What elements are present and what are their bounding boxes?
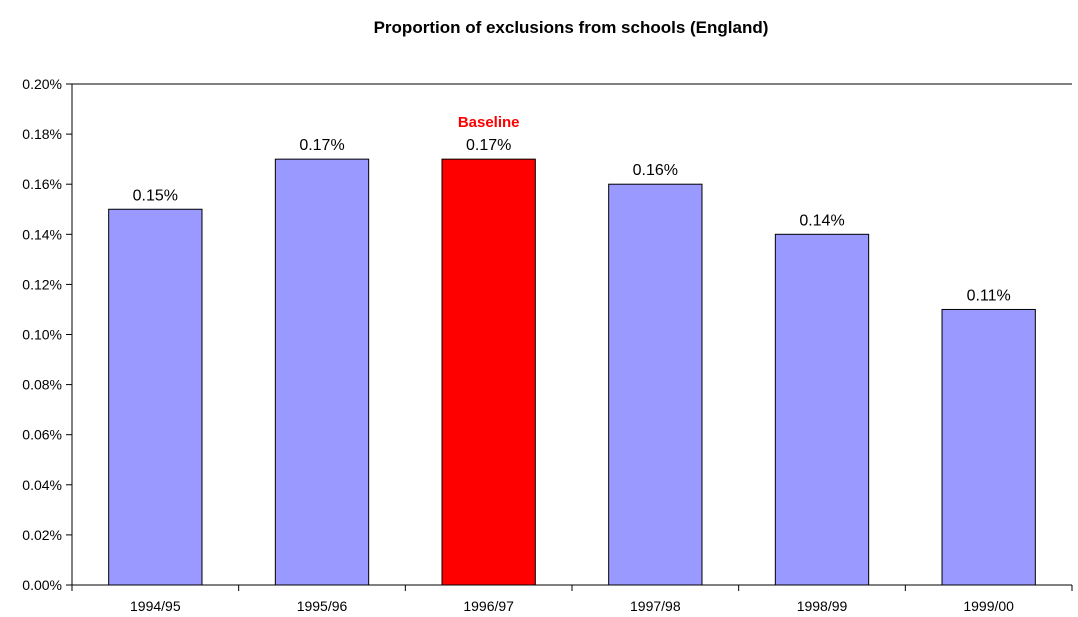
y-tick-label: 0.20% (22, 76, 62, 92)
x-tick-label: 1996/97 (463, 598, 514, 614)
data-label: 0.17% (466, 137, 511, 154)
y-tick-label: 0.06% (22, 427, 62, 443)
y-tick-label: 0.04% (22, 477, 62, 493)
data-label: 0.11% (967, 287, 1011, 304)
bar-1999-00 (941, 308, 1036, 586)
bar-1995-96 (274, 158, 370, 586)
data-label: 0.16% (633, 162, 678, 179)
bar-1996-97 (441, 158, 536, 586)
data-label: 0.14% (799, 212, 844, 229)
data-label: 0.17% (299, 137, 344, 154)
y-tick-label: 0.00% (22, 577, 62, 593)
bars (108, 158, 1036, 586)
y-axis: 0.00% 0.02% 0.04% 0.06% 0.08% 0.10% 0.12% 0.14%… (22, 76, 1072, 593)
x-tick-label: 1999/00 (963, 598, 1014, 614)
y-tick-label: 0.14% (22, 226, 62, 242)
data-labels: 0.15% 0.17% 0.17% 0.16% 0.14% 0.11% (133, 137, 1011, 304)
y-tick-label: 0.16% (22, 176, 62, 192)
x-tick-label: 1998/99 (797, 598, 848, 614)
bar-1994-95 (108, 208, 203, 586)
x-axis: 1994/95 1995/96 1996/97 1997/98 1998/99 1999/… (71, 584, 1073, 614)
y-tick-label: 0.10% (22, 327, 62, 343)
baseline-annotation: Baseline (458, 114, 520, 131)
chart-title: Proportion of exclusions from schools (E… (374, 18, 769, 37)
bar-1997-98 (608, 183, 703, 586)
data-label: 0.15% (133, 187, 178, 204)
y-tick-label: 0.08% (22, 377, 62, 393)
y-tick-label: 0.18% (22, 126, 62, 142)
y-tick-label: 0.02% (22, 527, 62, 543)
bar-1998-99 (774, 233, 870, 586)
y-tick-label: 0.12% (22, 276, 62, 292)
x-tick-label: 1994/95 (130, 598, 181, 614)
x-tick-label: 1995/96 (297, 598, 348, 614)
x-tick-label: 1997/98 (630, 598, 681, 614)
